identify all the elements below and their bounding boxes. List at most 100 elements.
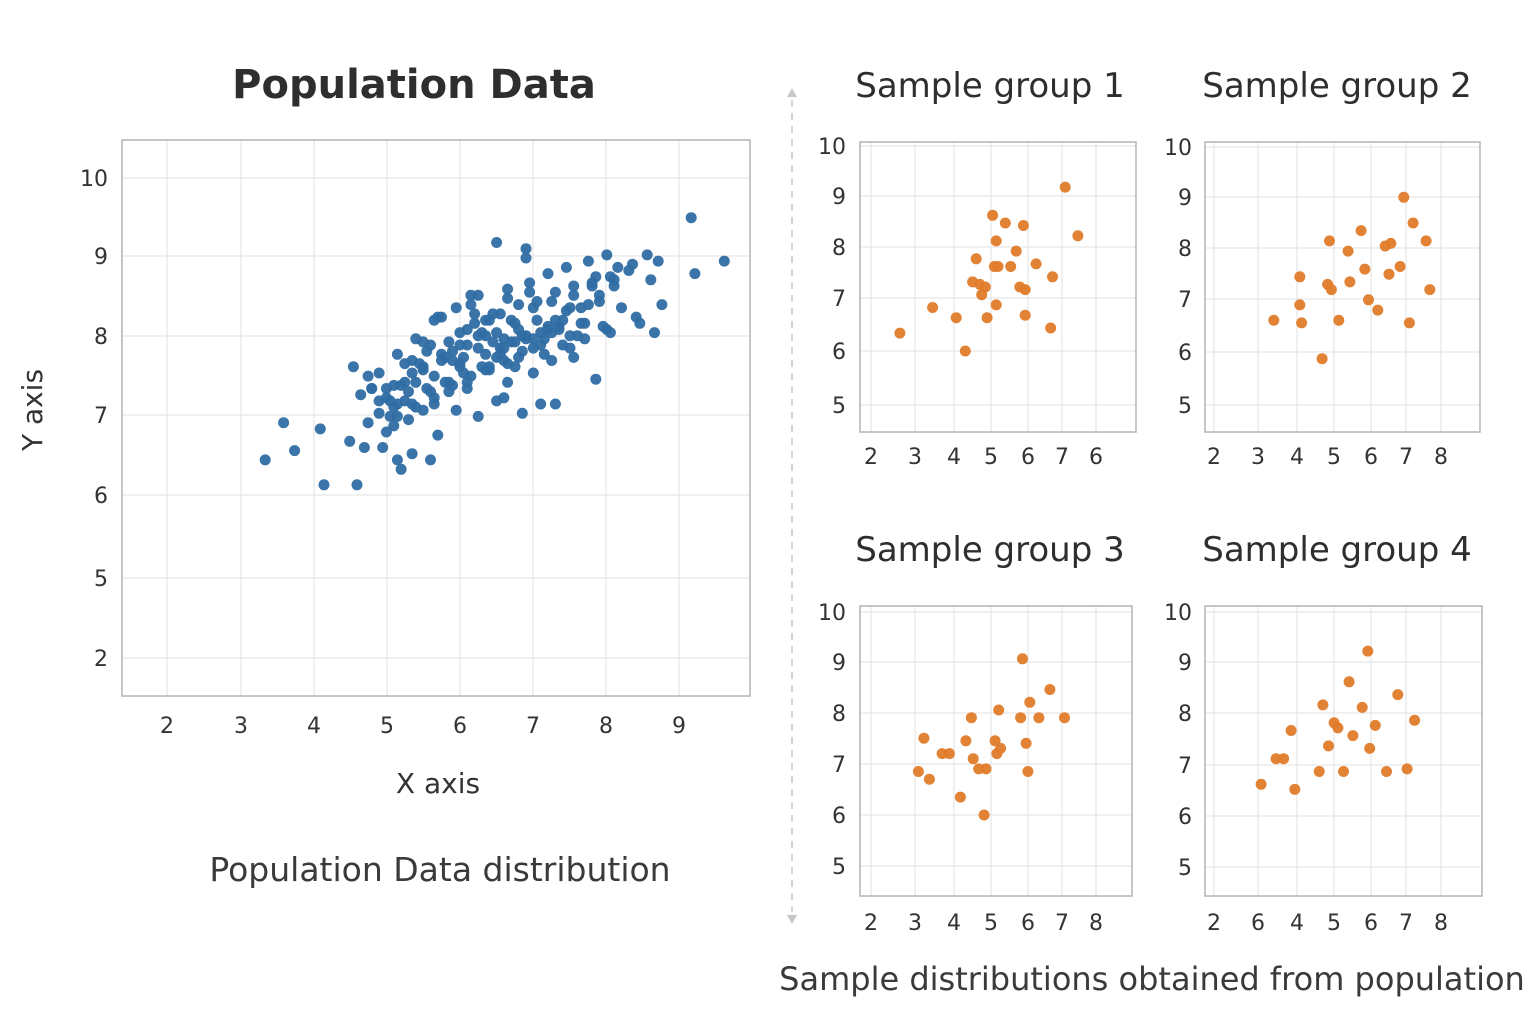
sample-group-3-y-tick-label: 9 (832, 651, 846, 676)
population-data-point (542, 324, 554, 335)
sample-group-1-data-point (999, 217, 1011, 229)
sample-group-4-data-point (1356, 701, 1368, 713)
population-data-point (355, 389, 367, 401)
sample-group-3-data-point (912, 766, 924, 777)
sample-group-2-data-point (1385, 237, 1397, 249)
population-data-point (417, 361, 429, 373)
population-data-point (593, 289, 605, 301)
sample-group-4-data-point (1392, 689, 1404, 701)
population-x-tick-label: 6 (453, 714, 467, 739)
sample-group-1-data-point (987, 209, 999, 221)
sample-group-3-data-point (1044, 684, 1056, 695)
sample-group-1-data-point (990, 235, 1002, 247)
population-data-point (483, 314, 495, 326)
sample-group-1-data-point (959, 345, 971, 357)
population-data-point (454, 339, 466, 351)
population-data-point (388, 420, 400, 432)
sample-group-2-y-tick-label: 10 (1164, 136, 1192, 161)
sample-group-4-data-point (1289, 783, 1301, 795)
panel-divider (787, 88, 797, 924)
population-data-point (403, 386, 414, 398)
sample-group-3-data-point (1022, 766, 1034, 777)
population-data-point (494, 308, 506, 320)
sample-group-3-data-point (1059, 712, 1070, 724)
sample-group-3-data-point (1024, 696, 1036, 708)
population-y-tick-label: 9 (94, 245, 108, 270)
population-data-point (564, 342, 576, 354)
population-data-point (469, 308, 481, 320)
sample-group-2-x-tick-label: 8 (1434, 445, 1448, 470)
population-data-point (487, 336, 499, 348)
population-data-point (373, 407, 385, 419)
sample-group-3-data-point (967, 753, 979, 765)
population-y-tick-label: 6 (94, 484, 108, 509)
population-data-point (641, 249, 653, 261)
sample-group-3-data-point (960, 735, 972, 747)
population-y-tick-label: 10 (80, 167, 108, 192)
population-data-point (358, 442, 370, 453)
population-data-point (498, 392, 510, 404)
population-data-point (601, 324, 613, 335)
sample-group-3-data-point (918, 732, 930, 744)
population-data-point (347, 361, 359, 373)
sample-group-1-x-tick-label: 6 (1021, 445, 1035, 470)
sample-group-4-data-point (1255, 778, 1267, 790)
population-data-point (465, 370, 477, 382)
sample-group-2-x-tick-label: 6 (1364, 445, 1378, 470)
population-data-point (454, 358, 466, 370)
population-data-point (513, 299, 525, 311)
sample-group-3-title: Sample group 3 (855, 530, 1125, 570)
population-data-point (432, 429, 444, 441)
sample-group-1-y-tick-label: 6 (832, 340, 846, 365)
population-data-point (436, 355, 447, 366)
sample-group-3-x-tick-label: 6 (1021, 911, 1035, 936)
population-data-point (480, 348, 492, 360)
sample-group-1-y-tick-label: 9 (832, 185, 846, 210)
sample-group-1-y-tick-label: 5 (832, 394, 846, 419)
sample-group-1-data-point (1059, 181, 1071, 193)
sample-group-4-data-point (1317, 699, 1329, 711)
population-data-point (685, 212, 697, 224)
population-data-point (718, 255, 730, 267)
population-data-point (601, 249, 613, 261)
population-data-point (483, 361, 495, 373)
population-scatter-chart: 2 3 4 5 6 7 8 9 2 5 6 7 8 9 10 X axis Y axis (16, 139, 751, 800)
sample-group-4-y-tick-label: 5 (1178, 856, 1192, 881)
sample-group-1-data-point (992, 261, 1004, 272)
sample-group-3-data-point (1017, 653, 1028, 665)
population-data-point (568, 289, 580, 301)
population-data-point (318, 479, 330, 491)
population-data-point (391, 410, 403, 422)
population-data-point (520, 243, 532, 255)
population-data-point (465, 299, 477, 311)
sample-group-1-data-point (894, 327, 906, 339)
sample-group-1-data-point (1010, 245, 1022, 257)
population-data-point (535, 398, 547, 410)
population-data-point (384, 395, 396, 407)
population-data-point (366, 383, 378, 394)
population-caption: Population Data distribution (209, 850, 671, 889)
sample-group-3-data-point (965, 712, 977, 724)
sample-group-4-data-point (1332, 722, 1344, 734)
sample-group-2-data-point (1394, 261, 1406, 272)
population-data-point (546, 355, 558, 366)
population-data-point (575, 302, 587, 314)
population-data-point (557, 314, 569, 326)
population-data-point (391, 454, 403, 466)
population-data-point (447, 345, 458, 357)
population-y-tick-label: 8 (94, 325, 108, 350)
sample-group-3-x-tick-label: 5 (984, 911, 998, 936)
sample-group-2-y-tick-label: 5 (1178, 394, 1192, 419)
population-data-point (395, 463, 407, 475)
sample-group-3-data-point (1020, 737, 1032, 749)
population-data-point (516, 407, 528, 419)
sample-group-4-x-tick-label: 7 (1399, 911, 1413, 936)
sample-group-2-y-tick-label: 9 (1178, 186, 1192, 211)
sample-group-1-y-tick-label: 8 (832, 236, 846, 261)
population-data-point (553, 324, 565, 335)
population-data-point (443, 336, 455, 348)
population-data-point (516, 345, 528, 357)
population-data-point (527, 367, 539, 379)
